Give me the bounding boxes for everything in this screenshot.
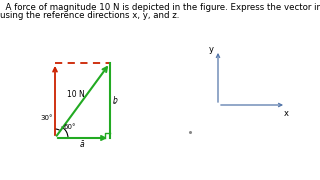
Text: 30°: 30°	[40, 115, 52, 121]
Text: 60°: 60°	[63, 124, 76, 130]
Text: ā: ā	[80, 140, 85, 149]
Text: ḇ: ḇ	[113, 95, 118, 104]
Text: 10 N: 10 N	[67, 90, 85, 99]
Text: using the reference directions x, y, and z.: using the reference directions x, y, and…	[0, 11, 180, 20]
Text: y: y	[209, 46, 213, 55]
Text: x: x	[284, 109, 289, 118]
Text: A force of magnitude 10 N is depicted in the figure. Express the vector in compo: A force of magnitude 10 N is depicted in…	[0, 3, 320, 12]
